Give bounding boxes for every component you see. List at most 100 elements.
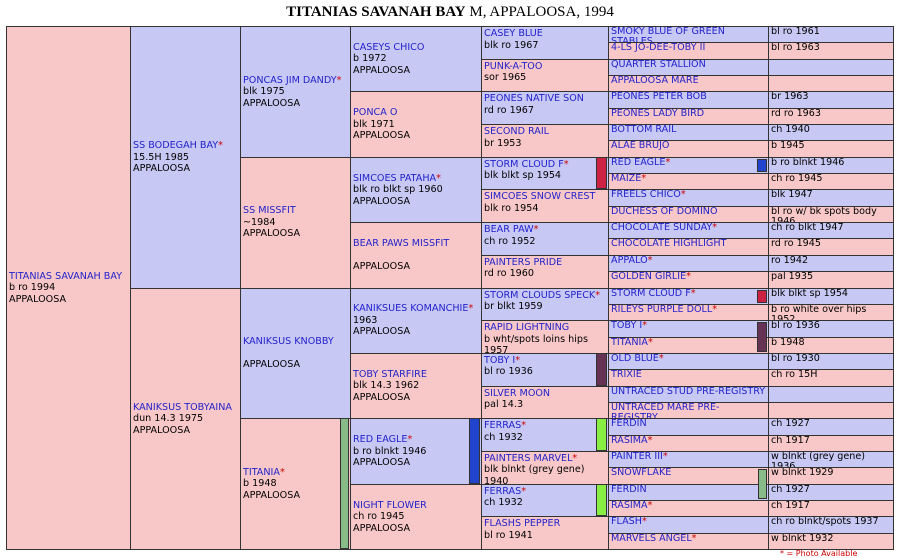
horse-link[interactable]: SIMCOES SNOW CREST	[484, 191, 606, 203]
pedigree-entry[interactable]: FLASH*	[608, 516, 769, 534]
horse-link-text[interactable]: RED EAGLE	[353, 434, 408, 446]
pedigree-entry[interactable]: 4-LS JO-DEE-TOBY II	[608, 42, 769, 60]
horse-link-text[interactable]: PEONES LADY BIRD	[611, 107, 705, 119]
horse-link[interactable]: SECOND RAIL	[484, 126, 606, 138]
horse-link-text[interactable]: 4-LS JO-DEE-TOBY II	[611, 42, 706, 54]
horse-link-text[interactable]: SIMCOES PATAHA	[353, 172, 437, 184]
horse-link-text[interactable]: BOTTOM RAIL	[611, 124, 677, 136]
horse-link[interactable]: PEONES PETER BOB	[611, 92, 766, 102]
pedigree-entry[interactable]: NIGHT FLOWER ch ro 1945 APPALOOSA	[350, 483, 482, 550]
pedigree-entry[interactable]: QUARTER STALLION	[608, 58, 769, 77]
horse-link-text[interactable]: PEONES PETER BOB	[611, 91, 707, 103]
horse-link-text[interactable]: GOLDEN GIRLIE	[611, 271, 687, 283]
pedigree-entry[interactable]: BEAR PAW* ch ro 1952	[481, 222, 609, 256]
horse-link-text[interactable]: PONCAS JIM DANDY	[243, 74, 337, 86]
pedigree-entry[interactable]: MARVELS ANGEL*	[608, 532, 769, 550]
horse-link-text[interactable]: KANIKSUES KOMANCHIE	[353, 303, 469, 315]
horse-link-text[interactable]: UNTRACED STUD PRE-REGISTRY	[611, 385, 766, 397]
horse-link-text[interactable]: FREELS CHICO	[611, 189, 681, 201]
horse-link-text[interactable]: TITANIA	[611, 336, 648, 348]
horse-link-text[interactable]: APPALOOSA MARE	[611, 75, 699, 87]
pedigree-entry[interactable]: RASIMA*	[608, 499, 769, 518]
horse-link[interactable]: FERDIN	[611, 485, 766, 495]
pedigree-entry[interactable]: CHOCOLATE SUNDAY*	[608, 222, 769, 240]
pedigree-entry[interactable]: TOBY I*	[608, 320, 769, 338]
pedigree-entry[interactable]: APPALO*	[608, 254, 769, 273]
horse-link-text[interactable]: BEAR PAWS MISSFIT	[353, 238, 450, 250]
pedigree-entry[interactable]: TOBY STARFIRE blk 14.3 1962 APPALOOSA	[350, 352, 482, 420]
pedigree-entry[interactable]: KANIKSUES KOMANCHIE* 1963 APPALOOSA	[350, 287, 482, 354]
pedigree-entry[interactable]: TITANIA* b 1948 APPALOOSA	[240, 418, 351, 550]
horse-link-text[interactable]: SS MISSFIT	[243, 205, 296, 217]
horse-link[interactable]: RASIMA*	[611, 436, 766, 446]
horse-link[interactable]: MAIZE*	[611, 174, 766, 184]
pedigree-entry[interactable]: MAIZE*	[608, 173, 769, 191]
pedigree-entry[interactable]: PEONES PETER BOB	[608, 91, 769, 109]
horse-link[interactable]: TOBY I*	[484, 355, 606, 367]
horse-link[interactable]: TOBY I*	[611, 321, 766, 331]
horse-link[interactable]: APPALO*	[611, 256, 766, 266]
horse-link[interactable]: 4-LS JO-DEE-TOBY II	[611, 43, 766, 53]
horse-link[interactable]: FLASHS PEPPER	[484, 518, 606, 530]
pedigree-entry[interactable]: FERDIN	[608, 483, 769, 501]
horse-link-text[interactable]: STORM CLOUDS SPECK	[484, 289, 596, 301]
horse-link[interactable]: GOLDEN GIRLIE*	[611, 272, 766, 282]
horse-link[interactable]: DUCHESS OF DOMINO	[611, 207, 766, 217]
horse-link-text[interactable]: FLASHS PEPPER	[484, 518, 561, 530]
horse-link-text[interactable]: TOBY STARFIRE	[353, 368, 427, 380]
horse-link[interactable]: KANIKSUS KNOBBY	[243, 336, 348, 348]
horse-link-text[interactable]: FERDIN	[611, 483, 647, 495]
horse-link-text[interactable]: UNTRACED MARE PRE-REGISTRY	[611, 401, 720, 420]
pedigree-entry[interactable]: PAINTERS PRIDE rd ro 1960	[481, 254, 609, 289]
pedigree-entry[interactable]: BEAR PAWS MISSFIT APPALOOSA	[350, 222, 482, 289]
horse-link[interactable]: QUARTER STALLION	[611, 60, 766, 70]
pedigree-entry[interactable]: TITANIAS SAVANAH BAY b ro 1994 APPALOOSA	[6, 26, 131, 550]
horse-link[interactable]: BEAR PAWS MISSFIT	[353, 238, 479, 250]
horse-link[interactable]: BOTTOM RAIL	[611, 125, 766, 135]
horse-link-text[interactable]: TITANIA	[243, 466, 280, 478]
horse-link-text[interactable]: CHOCOLATE SUNDAY	[611, 222, 713, 234]
horse-link[interactable]: KANIKSUES KOMANCHIE*	[353, 303, 479, 315]
horse-link[interactable]: BEAR PAW*	[484, 224, 606, 236]
horse-link[interactable]: PEONES LADY BIRD	[611, 109, 766, 119]
horse-link[interactable]: UNTRACED STUD PRE-REGISTRY	[611, 387, 766, 397]
horse-link[interactable]: SS BODEGAH BAY*	[133, 140, 238, 152]
horse-link-text[interactable]: CHOCOLATE HIGHLIGHT	[611, 238, 727, 250]
horse-link[interactable]: PEONES NATIVE SON	[484, 93, 606, 105]
horse-link[interactable]: SMOKY BLUE OF GREEN STABLES	[611, 27, 766, 42]
pedigree-entry[interactable]: CASEYS CHICO b 1972 APPALOOSA	[350, 26, 482, 93]
pedigree-entry[interactable]: PONCAS JIM DANDY* blk 1975 APPALOOSA	[240, 26, 351, 158]
horse-link-text[interactable]: CASEYS CHICO	[353, 41, 425, 53]
pedigree-entry[interactable]: RASIMA*	[608, 434, 769, 452]
horse-link[interactable]: PAINTERS PRIDE	[484, 257, 606, 269]
horse-link[interactable]: TITANIA*	[611, 338, 766, 348]
horse-link[interactable]: NIGHT FLOWER	[353, 500, 479, 512]
horse-link-text[interactable]: FERRAS	[484, 420, 522, 432]
horse-link[interactable]: RILEYS PURPLE DOLL*	[611, 305, 766, 315]
horse-link[interactable]: FERRAS*	[484, 486, 606, 498]
pedigree-entry[interactable]: STORM CLOUD F* blk blkt sp 1954	[481, 156, 609, 191]
pedigree-entry[interactable]: TITANIA*	[608, 336, 769, 354]
pedigree-entry[interactable]: SILVER MOON pal 14.3	[481, 385, 609, 420]
horse-link-text[interactable]: QUARTER STALLION	[611, 58, 706, 70]
pedigree-entry[interactable]: SNOWFLAKE	[608, 467, 769, 485]
horse-link-text[interactable]: TITANIAS SAVANAH BAY	[9, 270, 123, 282]
pedigree-entry[interactable]: DUCHESS OF DOMINO	[608, 205, 769, 224]
horse-link-text[interactable]: MARVELS ANGEL	[611, 532, 692, 544]
pedigree-entry[interactable]: RILEYS PURPLE DOLL*	[608, 303, 769, 322]
horse-link-text[interactable]: TOBY I	[611, 320, 643, 332]
horse-link[interactable]: TITANIAS SAVANAH BAY	[9, 271, 128, 283]
pedigree-entry[interactable]: FERRAS* ch 1932	[481, 418, 609, 452]
horse-link[interactable]: MARVELS ANGEL*	[611, 534, 766, 544]
pedigree-entry[interactable]: SS MISSFIT ~1984 APPALOOSA	[240, 156, 351, 289]
pedigree-entry[interactable]: CHOCOLATE HIGHLIGHT	[608, 238, 769, 256]
horse-link[interactable]: PUNK-A-TOO	[484, 61, 606, 73]
horse-link-text[interactable]: DUCHESS OF DOMINO	[611, 205, 718, 217]
pedigree-entry[interactable]: BOTTOM RAIL	[608, 124, 769, 142]
horse-link[interactable]: RED EAGLE*	[353, 434, 479, 446]
horse-link-text[interactable]: FERDIN	[611, 418, 647, 430]
pedigree-entry[interactable]: STORM CLOUD F*	[608, 287, 769, 305]
horse-link-text[interactable]: RASIMA	[611, 499, 648, 511]
horse-link[interactable]: STORM CLOUD F*	[484, 159, 606, 171]
